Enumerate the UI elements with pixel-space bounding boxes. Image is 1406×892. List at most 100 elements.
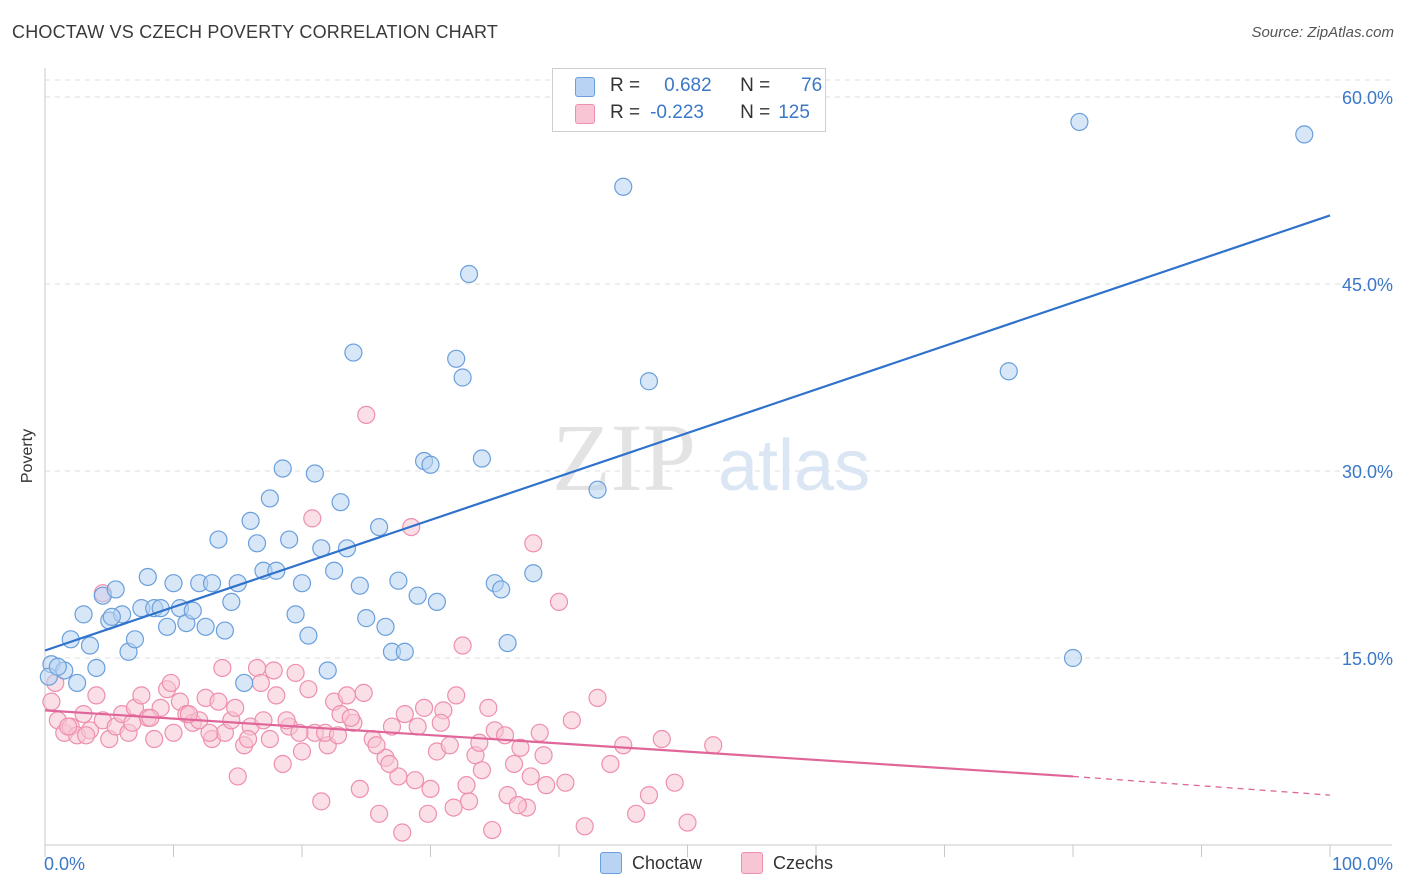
r-label: R = (610, 102, 641, 123)
choctaw-point (498, 633, 517, 653)
czechs-point (286, 663, 305, 683)
czechs-point (537, 776, 556, 795)
czechs-point (393, 823, 412, 842)
czechs-point (556, 773, 575, 792)
czechs-point (483, 820, 502, 840)
choctaw-point (325, 561, 344, 580)
choctaw-point (1070, 112, 1089, 132)
choctaw-point (344, 343, 363, 362)
czechs-point (652, 729, 671, 749)
choctaw-point (421, 455, 440, 474)
choctaw-point (492, 580, 511, 599)
choctaw-point (202, 574, 222, 593)
choctaw-point (241, 511, 260, 530)
n-label: N = (740, 75, 771, 96)
choctaw-point (639, 372, 659, 391)
czechs-point (370, 804, 389, 823)
y-tick-label: 15.0% (1342, 649, 1393, 669)
choctaw-point (48, 657, 67, 676)
czechs-point (292, 742, 312, 761)
choctaw-point (80, 636, 100, 655)
czechs-point (444, 798, 463, 817)
tick-labels: 15.0% 30.0% 45.0% 60.0% 0.0% 100.0% (44, 88, 1393, 874)
czechs-point (530, 723, 549, 742)
gridlines (45, 79, 1392, 659)
czechs-point (273, 754, 292, 774)
choctaw-point (1295, 125, 1314, 144)
czechs-point (508, 796, 527, 815)
choctaw-point (68, 673, 87, 693)
czechs-point (328, 726, 348, 745)
choctaw-point (102, 607, 121, 626)
x-tick-label: 0.0% (44, 854, 85, 874)
choctaw-point (389, 571, 408, 590)
choctaw-point (588, 480, 607, 499)
czechs-point (251, 673, 270, 693)
choctaw-point (183, 601, 202, 620)
czechs-point (588, 688, 607, 707)
czechs-point (614, 736, 633, 755)
choctaw-trend-line (44, 214, 1331, 652)
choctaw-point (87, 658, 106, 678)
legend-row-czechs: R = -0.223 N = 125 (575, 101, 812, 125)
czechs-point (299, 680, 318, 699)
choctaw-point (305, 464, 324, 483)
choctaw-point (999, 362, 1018, 381)
choctaw-point (273, 459, 292, 478)
czechs-n-value: 125 (778, 102, 810, 123)
czechs-point (132, 686, 151, 705)
czechs-point (357, 405, 376, 424)
czechs-point (290, 723, 309, 742)
czechs-point (678, 813, 697, 832)
choctaw-point (453, 368, 472, 387)
choctaw-point (280, 530, 299, 549)
czechs-point (209, 692, 228, 711)
y-tick-label: 60.0% (1342, 88, 1393, 108)
correlation-legend: R = 0.682 N = 76 R = -0.223 N = 125 (552, 68, 826, 132)
choctaw-point (376, 617, 395, 636)
bottom-legend-czechs: Czechs (741, 852, 833, 874)
czechs-point (254, 711, 273, 730)
czechs-point (395, 704, 414, 724)
czechs-point (549, 592, 569, 612)
watermark: ZIP atlas (552, 404, 870, 511)
czechs-point (213, 658, 232, 678)
choctaw-legend-swatch (600, 852, 622, 874)
czechs-point (665, 773, 684, 792)
czechs-point (264, 661, 283, 680)
czechs-point (511, 738, 530, 757)
bottom-legend-choctaw: Choctaw (600, 852, 702, 874)
chart-title: CHOCTAW VS CZECH POVERTY CORRELATION CHA… (12, 22, 499, 42)
czechs-r-value: -0.223 (650, 102, 704, 123)
czechs-point (42, 692, 61, 711)
choctaw-point (524, 564, 543, 583)
watermark-atlas: atlas (718, 426, 870, 506)
choctaw-point (157, 617, 177, 636)
choctaw-point (408, 586, 427, 605)
czechs-point (267, 686, 286, 705)
choctaw-point (196, 617, 215, 636)
choctaw-point (370, 517, 389, 537)
czechs-point (408, 717, 427, 736)
czechs-point (524, 534, 543, 553)
czechs-point (367, 736, 386, 755)
n-label: N = (740, 102, 771, 123)
y-tick-label: 30.0% (1342, 462, 1393, 482)
czechs-point (418, 804, 438, 823)
czechs-point (562, 711, 581, 730)
czechs-point (59, 717, 78, 736)
choctaw-point (267, 561, 286, 580)
choctaw-point (459, 264, 479, 284)
czechs-trend-line (44, 709, 1074, 778)
choctaw-point (138, 567, 157, 587)
choctaw-point (357, 609, 376, 628)
czechs-point (247, 658, 267, 678)
choctaw-point (106, 580, 125, 599)
choctaw-point (350, 576, 369, 595)
choctaw-point (247, 534, 267, 553)
czechs-point (521, 767, 540, 786)
czechs-point (312, 792, 331, 811)
czechs-point (405, 771, 425, 790)
data-points (39, 112, 1314, 842)
